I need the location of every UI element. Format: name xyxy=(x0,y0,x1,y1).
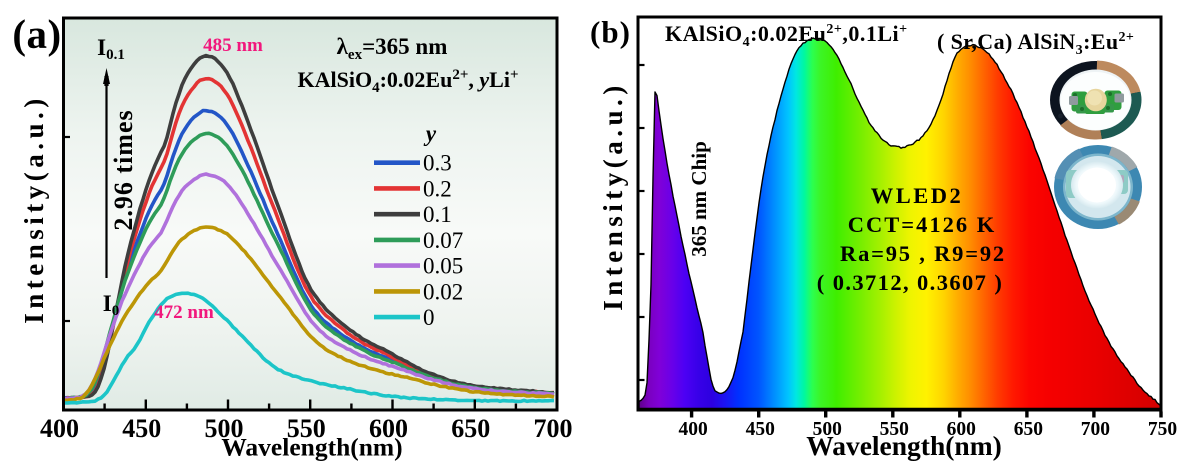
svg-text:Ra=95 , R9=92: Ra=95 , R9=92 xyxy=(840,241,1006,266)
svg-text:0.2: 0.2 xyxy=(423,176,452,201)
svg-text:Wavelength(nm): Wavelength(nm) xyxy=(221,433,402,462)
svg-text:y: y xyxy=(423,121,437,146)
svg-text:0.3: 0.3 xyxy=(423,151,452,176)
svg-text:KAlSiO4:0.02Eu2+, yLi+: KAlSiO4:0.02Eu2+, yLi+ xyxy=(297,67,518,96)
svg-text:650: 650 xyxy=(1014,419,1043,440)
svg-text:750: 750 xyxy=(1148,419,1177,440)
svg-text:700: 700 xyxy=(1081,419,1110,440)
svg-text:Wavelength(nm): Wavelength(nm) xyxy=(806,430,1002,461)
svg-text:600: 600 xyxy=(369,414,408,443)
svg-text:0: 0 xyxy=(423,305,435,330)
svg-text:550: 550 xyxy=(880,419,909,440)
svg-text:0.05: 0.05 xyxy=(423,254,463,279)
svg-text:CCT=4126 K: CCT=4126 K xyxy=(848,212,996,237)
svg-text:0.1: 0.1 xyxy=(423,202,452,227)
svg-text:0.07: 0.07 xyxy=(423,228,463,253)
svg-text:472 nm: 472 nm xyxy=(154,302,214,323)
svg-text:Intensity(a.u.): Intensity(a.u.) xyxy=(598,81,628,311)
svg-text:KAlSiO4:0.02Eu2+,0.1Li+: KAlSiO4:0.02Eu2+,0.1Li+ xyxy=(665,21,908,50)
svg-text:450: 450 xyxy=(122,414,161,443)
svg-text:(a): (a) xyxy=(12,11,61,57)
svg-text:600: 600 xyxy=(947,419,976,440)
svg-text:485 nm: 485 nm xyxy=(203,35,263,56)
svg-text:0.02: 0.02 xyxy=(423,279,463,304)
svg-text:(b): (b) xyxy=(590,15,631,50)
svg-text:650: 650 xyxy=(451,414,490,443)
svg-text:400: 400 xyxy=(40,414,79,443)
svg-text:700: 700 xyxy=(534,414,573,443)
svg-text:450: 450 xyxy=(746,419,775,440)
svg-text:400: 400 xyxy=(678,419,707,440)
svg-text:WLED2: WLED2 xyxy=(871,183,964,208)
svg-text:( 0.3712, 0.3607 ): ( 0.3712, 0.3607 ) xyxy=(817,270,1003,295)
svg-text:2.96 times: 2.96 times xyxy=(109,109,138,230)
svg-text:( Sr,Ca) AlSiN3:Eu2+: ( Sr,Ca) AlSiN3:Eu2+ xyxy=(937,29,1134,58)
svg-text:550: 550 xyxy=(287,414,326,443)
svg-text:365 nm Chip: 365 nm Chip xyxy=(687,141,711,257)
svg-text:Intensity(a.u.): Intensity(a.u.) xyxy=(19,94,49,324)
svg-text:500: 500 xyxy=(205,414,244,443)
svg-text:500: 500 xyxy=(813,419,842,440)
